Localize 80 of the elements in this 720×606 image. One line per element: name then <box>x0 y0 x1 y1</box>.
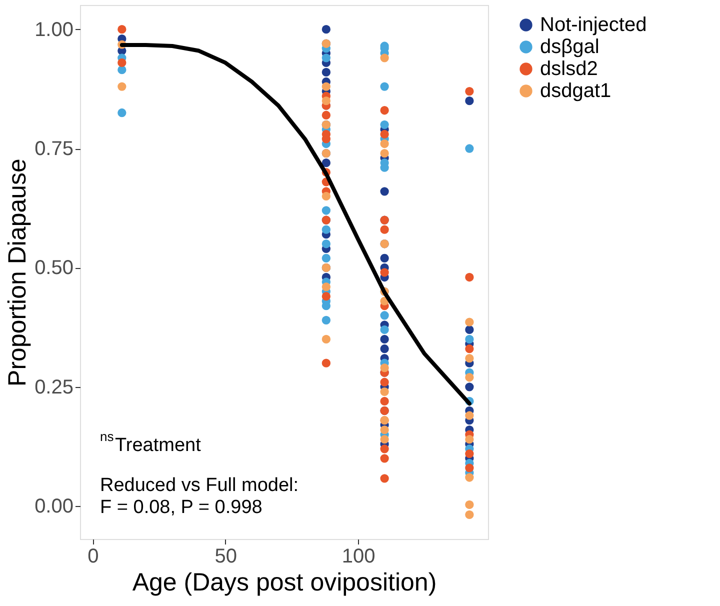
point <box>322 54 331 62</box>
point <box>380 378 389 386</box>
point <box>380 344 389 354</box>
point <box>465 344 474 354</box>
legend-label: dsdgat1 <box>540 80 612 102</box>
point <box>380 82 389 91</box>
point <box>465 334 474 344</box>
point <box>322 206 331 215</box>
point <box>380 268 389 277</box>
point <box>322 192 331 201</box>
x-tick-label: 0 <box>88 546 99 568</box>
point <box>118 24 126 34</box>
point <box>465 510 474 520</box>
point <box>322 24 331 34</box>
point <box>465 435 474 444</box>
annotation: F = 0.08, P = 0.998 <box>100 497 262 518</box>
y-tick-label: 0.25 <box>34 376 74 398</box>
point <box>465 354 474 363</box>
point <box>380 396 389 406</box>
point <box>322 358 331 368</box>
point <box>380 474 389 483</box>
point <box>465 373 474 382</box>
y-tick-label: 0.00 <box>34 496 74 518</box>
x-axis-title: Age (Days post oviposition) <box>132 568 437 596</box>
point <box>465 272 474 282</box>
point <box>380 454 389 463</box>
point <box>465 464 474 472</box>
point <box>380 325 389 334</box>
legend-label: Not-injected <box>540 14 647 36</box>
point <box>380 139 389 148</box>
point <box>380 225 389 234</box>
point <box>380 254 389 262</box>
point <box>380 334 389 344</box>
point <box>380 425 389 434</box>
point <box>322 254 331 262</box>
legend-label: dslsd2 <box>540 58 598 80</box>
point <box>322 110 331 120</box>
legend-label: dsβgal <box>540 36 600 58</box>
y-tick-label: 1.00 <box>34 18 74 41</box>
point <box>380 435 389 444</box>
point <box>465 86 474 96</box>
point <box>322 316 331 324</box>
point <box>465 382 474 392</box>
point <box>322 96 331 106</box>
point <box>380 120 389 129</box>
x-tick-label: 100 <box>342 546 376 568</box>
point <box>118 58 126 68</box>
y-tick-label: 0.50 <box>34 257 74 280</box>
point <box>465 473 474 482</box>
point <box>465 325 474 334</box>
point <box>118 108 126 118</box>
point <box>465 449 474 458</box>
point <box>322 282 331 292</box>
point <box>465 411 474 420</box>
point <box>322 82 331 91</box>
y-tick-label: 0.75 <box>34 138 74 160</box>
point <box>322 334 331 344</box>
point <box>465 96 474 106</box>
point <box>380 106 389 115</box>
y-axis-title: Proportion Diapause <box>4 158 32 386</box>
point <box>465 144 474 153</box>
point <box>118 82 126 91</box>
point <box>322 68 331 77</box>
point <box>380 148 389 158</box>
point <box>465 500 474 509</box>
point <box>380 54 389 62</box>
point <box>322 240 331 248</box>
point <box>380 444 389 454</box>
point <box>465 318 474 326</box>
point <box>322 225 331 234</box>
point <box>380 187 389 196</box>
point <box>380 130 389 139</box>
point <box>380 387 389 396</box>
x-tick-label: 50 <box>214 546 237 568</box>
point <box>322 292 331 301</box>
point <box>380 364 389 372</box>
point <box>118 66 126 74</box>
annotation: Reduced vs Full model: <box>100 475 299 496</box>
point <box>380 311 389 320</box>
point <box>322 158 331 168</box>
